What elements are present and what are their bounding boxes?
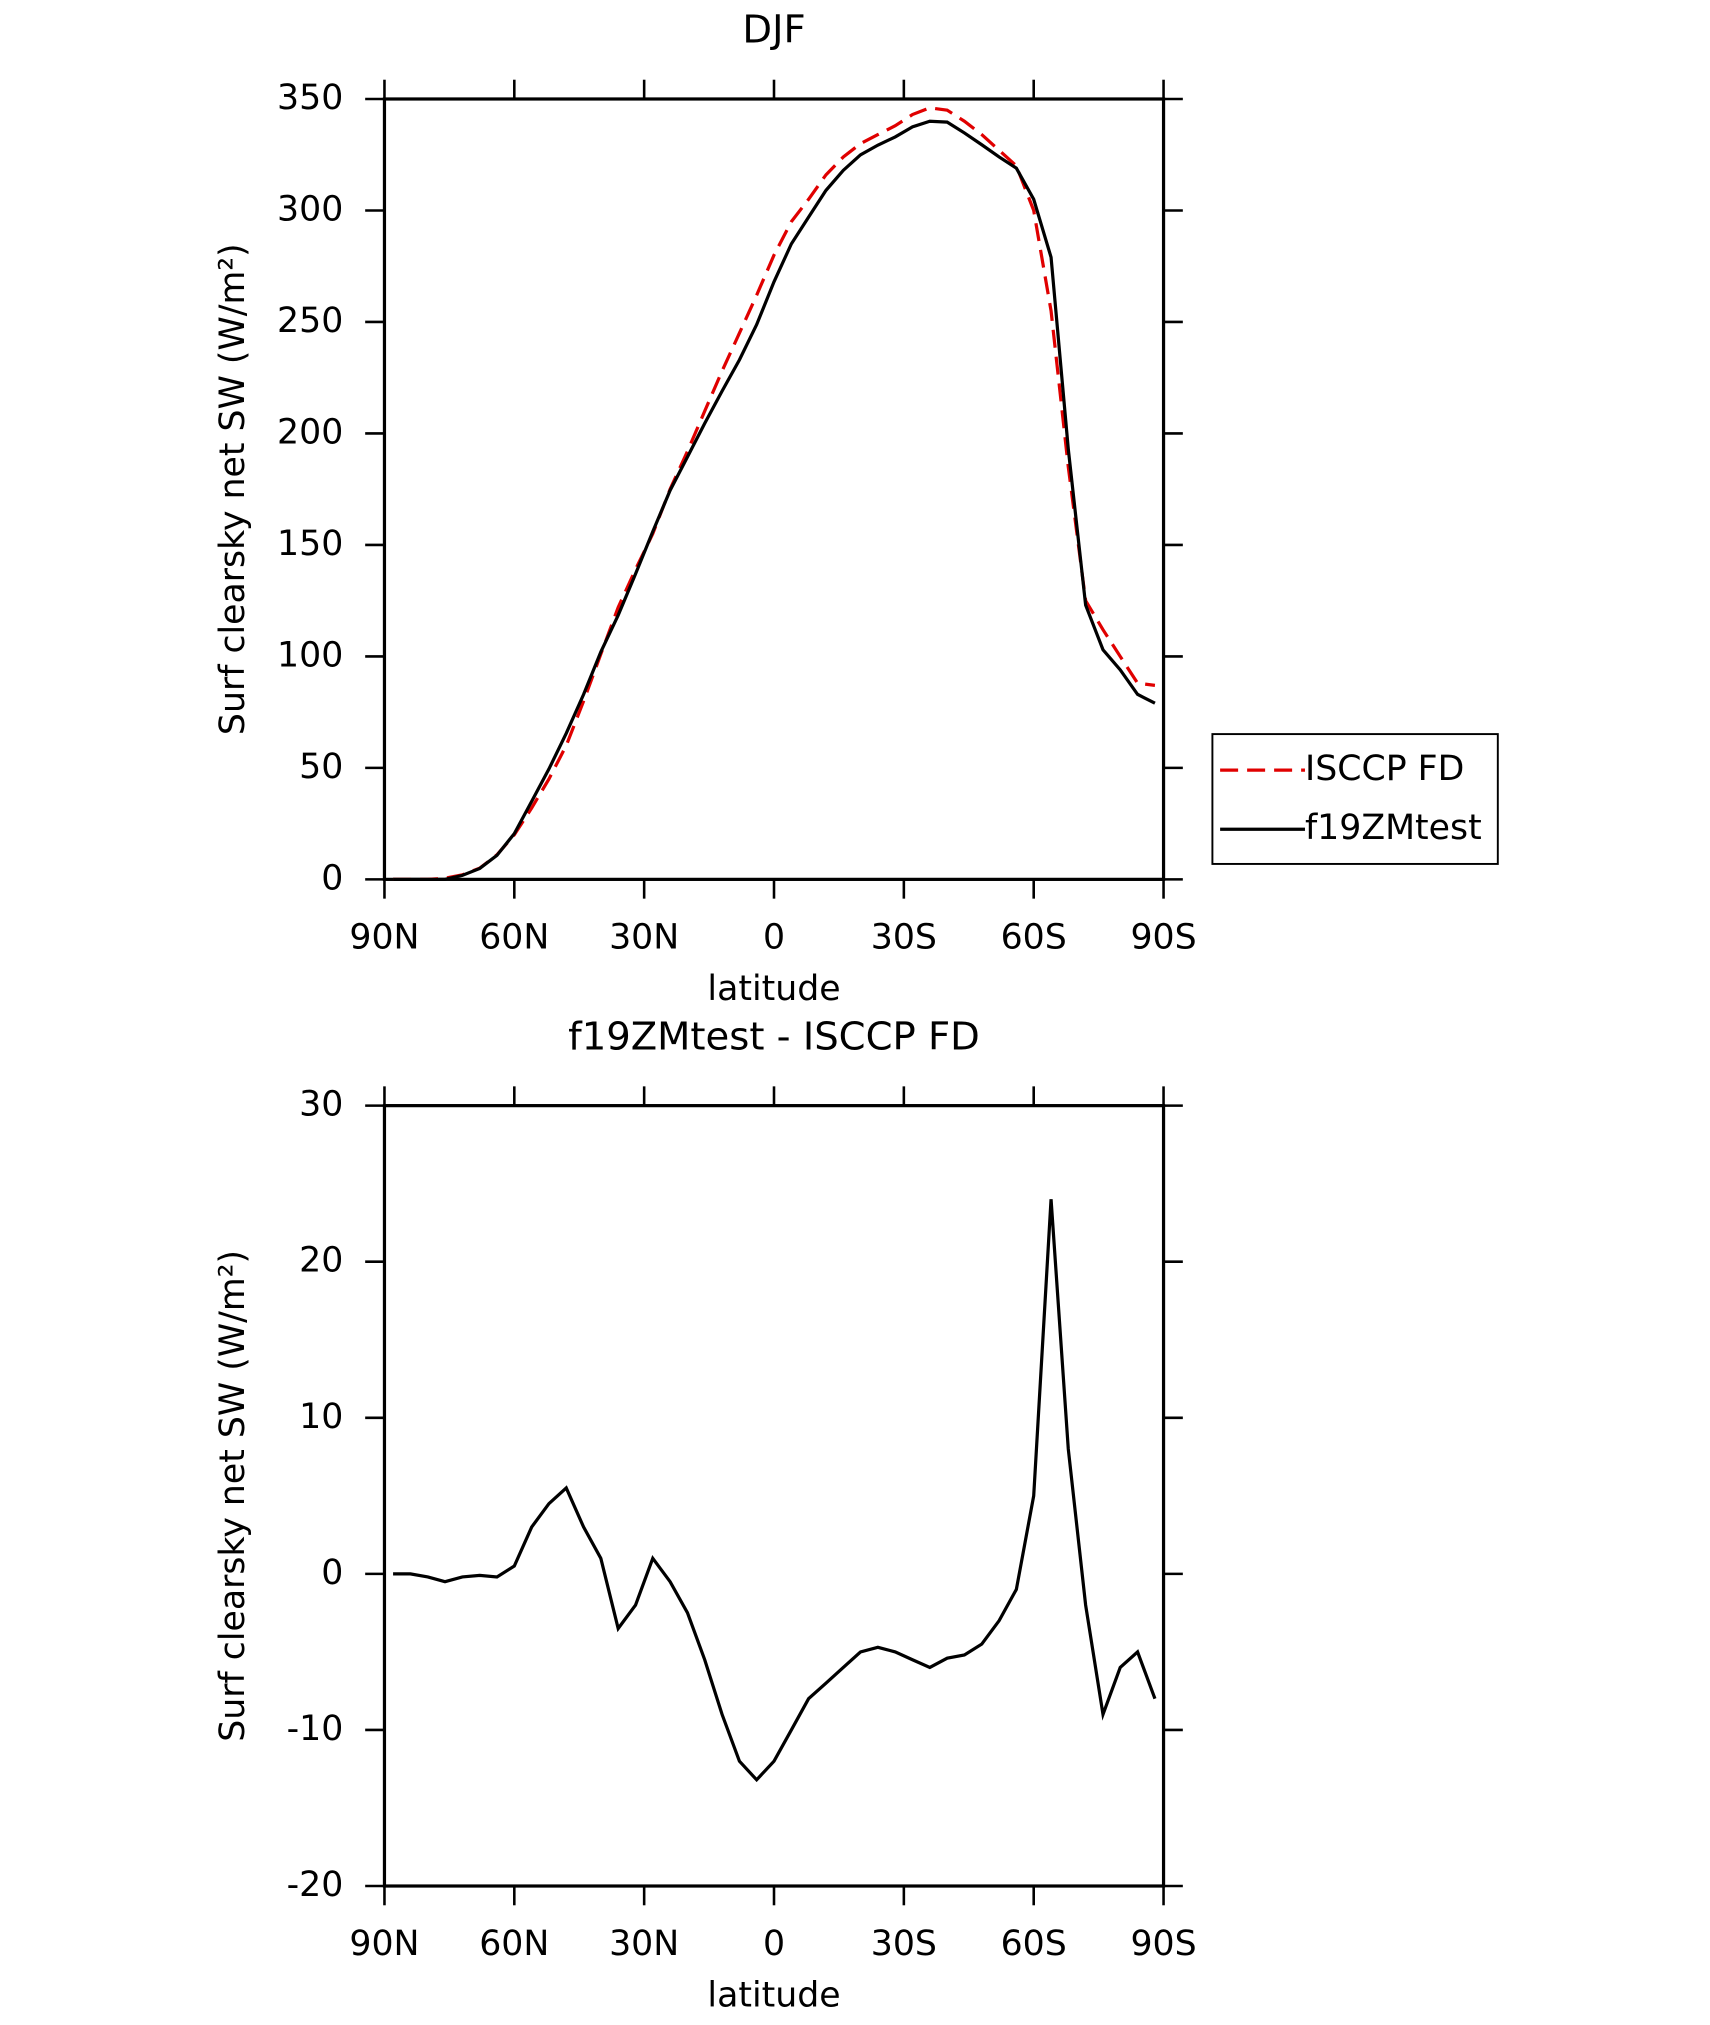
x-tick-label: 60S <box>1001 1924 1067 1964</box>
y-tick-label: 100 <box>277 635 343 675</box>
x-tick-label: 60S <box>1001 918 1067 958</box>
y-tick-label: 200 <box>277 412 343 452</box>
x-tick-label: 90N <box>349 918 419 958</box>
legend-box <box>1211 733 1499 865</box>
y-tick-label: 20 <box>299 1241 343 1281</box>
x-tick-label: 90S <box>1130 918 1196 958</box>
x-tick-label: 30S <box>871 918 937 958</box>
y-tick-label: 30 <box>299 1085 343 1125</box>
y-axis-label: Surf clearsky net SW (W/m²) <box>213 243 253 735</box>
x-tick-label: 60N <box>479 1924 549 1964</box>
chart-title: DJF <box>742 8 805 53</box>
y-tick-label: -20 <box>287 1865 344 1905</box>
y-tick-label: 0 <box>321 1553 343 1593</box>
x-tick-label: 60N <box>479 918 549 958</box>
x-tick-label: 30N <box>609 1924 679 1964</box>
plot-frame <box>382 97 1166 881</box>
x-tick-label: 90N <box>349 1924 419 1964</box>
plot-frame <box>382 1104 1166 1888</box>
y-tick-label: 300 <box>277 189 343 229</box>
x-axis-label: latitude <box>707 1976 840 2016</box>
x-tick-label: 0 <box>763 918 785 958</box>
y-tick-label: 10 <box>299 1397 343 1437</box>
y-tick-label: 350 <box>277 78 343 118</box>
y-tick-label: 50 <box>299 747 343 787</box>
data-line <box>393 119 1156 881</box>
x-axis-label: latitude <box>707 969 840 1009</box>
y-tick-label: 250 <box>277 301 343 341</box>
x-tick-label: 90S <box>1130 1924 1196 1964</box>
legend-label: ISCCP FD <box>1305 749 1464 789</box>
x-tick-label: 0 <box>763 1924 785 1964</box>
chart-title: f19ZMtest - ISCCP FD <box>568 1014 980 1059</box>
y-tick-label: 150 <box>277 524 343 564</box>
y-axis-label: Surf clearsky net SW (W/m²) <box>213 1250 253 1742</box>
y-tick-label: -10 <box>287 1709 344 1749</box>
data-line <box>393 1199 1157 1783</box>
x-tick-label: 30N <box>609 918 679 958</box>
y-tick-label: 0 <box>321 858 343 898</box>
legend-label: f19ZMtest <box>1305 808 1482 848</box>
x-tick-label: 30S <box>871 1924 937 1964</box>
